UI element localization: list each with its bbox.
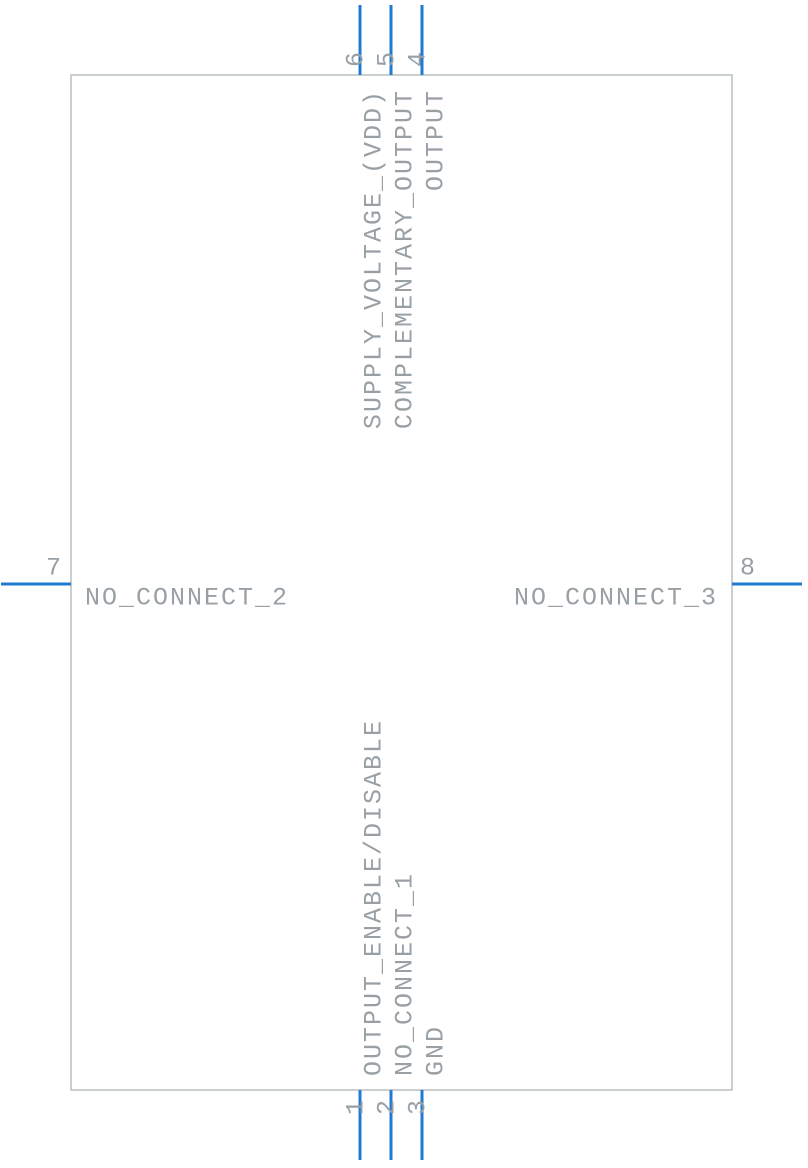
pin-5-number: 5	[373, 50, 402, 67]
pin-1-label: OUTPUT_ENABLE/DISABLE	[360, 719, 389, 1076]
pin-3-number: 3	[404, 1098, 433, 1115]
pin-4-number: 4	[404, 50, 433, 67]
pin-4-label: OUTPUT	[422, 89, 451, 191]
pin-7-number: 7	[46, 554, 63, 583]
pin-8-number: 8	[740, 554, 757, 583]
pin-7-label: NO_CONNECT_2	[85, 584, 289, 613]
pin-2-number: 2	[373, 1098, 402, 1115]
pin-1-number: 1	[342, 1098, 371, 1115]
pin-6-label: SUPPLY_VOLTAGE_(VDD)	[360, 89, 389, 429]
pin-2-label: NO_CONNECT_1	[391, 872, 420, 1076]
pin-3-label: GND	[422, 1025, 451, 1076]
pin-8-label: NO_CONNECT_3	[514, 584, 718, 613]
pin-5-label: COMPLEMENTARY_OUTPUT	[391, 89, 420, 429]
pin-6-number: 6	[342, 50, 371, 67]
schematic-symbol: 6 5 4 1 2 3 7 8 SUPPLY_VOLTAGE_(VDD) COM…	[0, 0, 808, 1168]
